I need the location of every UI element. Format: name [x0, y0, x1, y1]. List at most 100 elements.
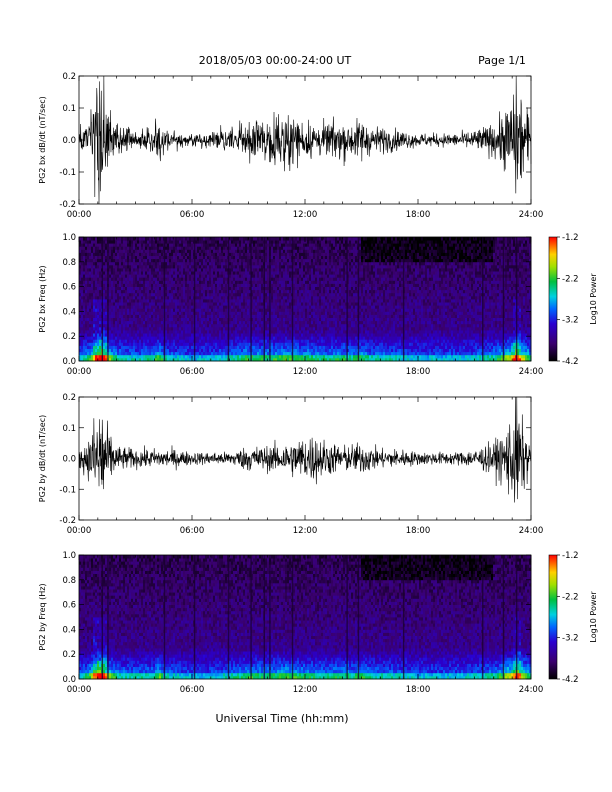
colorbar-gradient: [548, 236, 558, 362]
spectrogram-streak: [357, 555, 360, 679]
spectrogram-cells: [79, 555, 532, 680]
spectrogram-streak: [346, 555, 348, 679]
y-tick-label: 0.0: [62, 136, 76, 146]
colorbar-tick-label: -2.2: [562, 274, 579, 284]
x-tick-label: 00:00: [67, 526, 92, 536]
x-axis-title: Universal Time (hh:mm): [216, 712, 349, 725]
panels-group: -0.2 -0.1 0.0 0.1 0.2 00:00 06:00 12:00 18:00 24:…: [38, 72, 598, 695]
y-tick-label: 0.2: [62, 393, 76, 403]
y-axis-title: PG2 bx Freq (Hz): [38, 265, 47, 332]
x-tick-label: 00:00: [67, 367, 92, 377]
y-tick-label: 0.2: [62, 332, 76, 342]
page-number: Page 1/1: [478, 54, 526, 67]
x-tick-label: 24:00: [519, 210, 544, 220]
x-tick-label: 12:00: [293, 685, 318, 695]
y-tick-label: 0.8: [62, 576, 76, 586]
spectrogram-streak: [163, 555, 166, 679]
y-tick-label: -0.1: [59, 485, 76, 495]
page-title: 2018/05/03 00:00-24:00 UT: [199, 54, 352, 67]
spectrogram-streak: [227, 237, 230, 361]
x-tick-label: 06:00: [180, 210, 205, 220]
spectrogram-streak: [502, 237, 505, 361]
x-tick-label: 18:00: [406, 367, 431, 377]
y-tick-label: 0.2: [62, 650, 76, 660]
spectrogram-streak: [263, 237, 265, 361]
y-tick-label: 0.4: [62, 307, 76, 317]
spectrogram-streak: [402, 237, 405, 361]
y-tick-label: 1.0: [62, 551, 76, 561]
x-tick-label: 06:00: [180, 685, 205, 695]
y-tick-label: -0.2: [59, 200, 76, 210]
y-tick-label: 0.0: [62, 675, 76, 685]
spectrogram-streak: [101, 555, 103, 679]
spectrogram-streak: [163, 237, 166, 361]
spectrogram-streak: [193, 555, 196, 679]
spectrogram-streak: [402, 555, 405, 679]
spectrogram-streak: [250, 555, 252, 679]
x-tick-label: 12:00: [293, 210, 318, 220]
y-tick-label: 0.0: [62, 455, 76, 465]
spectrogram-streak: [269, 555, 271, 679]
y-axis-title: PG2 bx dB/dt (nT/sec): [38, 96, 47, 183]
spectrogram-streak: [291, 555, 294, 679]
panel-1: -0.2 -0.1 0.0 0.1 0.2 00:00 06:00 12:00 18:00 24:…: [38, 72, 543, 220]
x-tick-label: 18:00: [406, 210, 431, 220]
spectrogram-streak: [101, 237, 103, 361]
y-tick-label: 0.2: [62, 72, 76, 82]
y-tick-label: -0.2: [59, 516, 76, 526]
y-tick-label: 0.1: [62, 424, 76, 434]
y-tick-label: 0.6: [62, 283, 76, 293]
x-tick-label: 06:00: [180, 367, 205, 377]
spectrogram-streak: [193, 237, 196, 361]
x-tick-label: 24:00: [519, 367, 544, 377]
spectrogram-streak: [357, 237, 360, 361]
spectrogram-streak: [482, 237, 484, 361]
y-tick-label: 0.6: [62, 601, 76, 611]
series-trace: [78, 396, 532, 503]
spectrogram-streak: [482, 555, 484, 679]
colorbar-tick-label: -2.2: [562, 592, 579, 602]
colorbar-tick-label: -3.2: [562, 316, 579, 326]
colorbar-tick-label: -4.2: [562, 675, 579, 685]
panel-3: -0.2 -0.1 0.0 0.1 0.2 00:00 06:00 12:00 18:00 24:…: [38, 393, 543, 536]
x-tick-label: 06:00: [180, 526, 205, 536]
x-tick-label: 00:00: [67, 210, 92, 220]
colorbar-tick-label: -1.2: [562, 551, 579, 561]
spectrogram-streak: [515, 237, 518, 361]
x-tick-label: 12:00: [293, 367, 318, 377]
panel-2: -1.2 -2.2 -3.2 -4.2 Log10 Power 0.0 0.2 0.4 0.6 0…: [38, 233, 598, 377]
spectrogram-streak: [502, 555, 505, 679]
colorbar-tick-label: -3.2: [562, 634, 579, 644]
spectrogram-streak: [263, 555, 265, 679]
spectrogram-streak: [269, 237, 271, 361]
colorbar: -1.2 -2.2 -3.2 -4.2 Log10 Power: [548, 233, 598, 367]
spectrogram-streak: [107, 555, 109, 679]
colorbar-tick-label: -1.2: [562, 233, 579, 243]
y-axis-title: PG2 by Freq (Hz): [38, 583, 47, 650]
colorbar-tick-label: -4.2: [562, 357, 579, 367]
x-tick-label: 00:00: [67, 685, 92, 695]
y-tick-label: 0.8: [62, 258, 76, 268]
colorbar-label: Log10 Power: [589, 591, 598, 643]
y-tick-label: 0.0: [62, 357, 76, 367]
colorbar: -1.2 -2.2 -3.2 -4.2 Log10 Power: [548, 551, 598, 685]
spectrogram-streak: [291, 237, 294, 361]
spectrogram-streak: [227, 555, 230, 679]
spectrogram-streak: [515, 555, 518, 679]
y-axis-title: PG2 by dB/dt (nT/sec): [38, 415, 47, 502]
spectrogram-cells: [79, 237, 532, 362]
series-trace: [78, 75, 532, 205]
x-tick-label: 24:00: [519, 526, 544, 536]
y-tick-label: 0.4: [62, 625, 76, 635]
y-tick-label: -0.1: [59, 168, 76, 178]
x-tick-label: 18:00: [406, 526, 431, 536]
y-tick-label: 1.0: [62, 233, 76, 243]
x-tick-label: 12:00: [293, 526, 318, 536]
x-tick-label: 24:00: [519, 685, 544, 695]
x-tick-label: 18:00: [406, 685, 431, 695]
spectrogram-streak: [107, 237, 109, 361]
y-tick-label: 0.1: [62, 104, 76, 114]
colorbar-label: Log10 Power: [589, 273, 598, 325]
spectrogram-streak: [250, 237, 252, 361]
